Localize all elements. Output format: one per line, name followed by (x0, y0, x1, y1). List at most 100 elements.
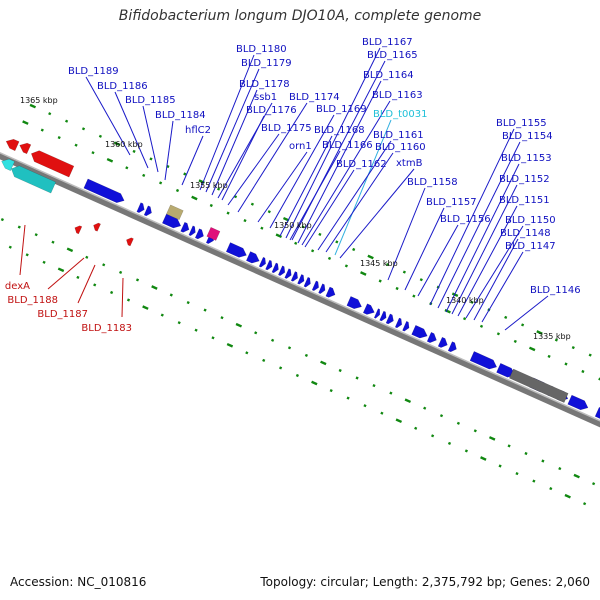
reverse-gene-arrow[interactable] (74, 225, 83, 235)
forward-gene-arrow[interactable] (180, 221, 190, 233)
forward-gene-arrow[interactable] (447, 341, 457, 353)
gene-label[interactable]: orn1 (289, 141, 312, 152)
forward-gene-arrow[interactable] (290, 271, 298, 282)
gene-label[interactable]: BLD_1146 (530, 285, 581, 296)
gene-label[interactable]: BLD_1157 (426, 197, 477, 208)
gene-label[interactable]: BLD_1187 (37, 309, 88, 320)
forward-gene-arrow[interactable] (245, 251, 260, 264)
gene-label[interactable]: BLD_1162 (336, 159, 387, 170)
forward-gene-arrow[interactable] (284, 268, 292, 279)
reverse-gene-arrow[interactable] (93, 222, 101, 232)
forward-gene-arrow[interactable] (277, 265, 286, 276)
reverse-gene-arrow[interactable] (19, 142, 32, 155)
gene-labels[interactable]: BLD_1189 BLD_1186 BLD_1185 BLD_1184 hflC2 BLD… (5, 37, 581, 334)
gene-label[interactable]: BLD_1153 (501, 153, 552, 164)
gene-label[interactable]: BLD_1165 (367, 50, 418, 61)
gene-label[interactable]: BLD_1148 (500, 228, 551, 239)
gene-label[interactable]: BLD_1164 (363, 70, 414, 81)
forward-gene-arrow[interactable] (346, 296, 362, 310)
gene-label[interactable]: BLD_1147 (505, 241, 556, 252)
rrna-arrow[interactable] (10, 165, 57, 194)
gene-label[interactable]: BLD_1185 (125, 95, 176, 106)
kbp-tick-label: 1355 kbp (190, 181, 228, 190)
tick-dot (496, 332, 500, 336)
tick-dot (372, 384, 376, 388)
misc-feature-box[interactable] (206, 226, 221, 241)
gene-label[interactable]: BLD_1176 (246, 105, 297, 116)
gene-label[interactable]: BLD_1180 (236, 44, 287, 55)
forward-gene-arrow[interactable] (373, 308, 381, 319)
gene-label[interactable]: BLD_1178 (239, 79, 290, 90)
gene-label[interactable]: BLD_1152 (499, 174, 550, 185)
gene-label[interactable]: BLD_1155 (496, 118, 547, 129)
forward-gene-arrow[interactable] (567, 394, 589, 411)
gene-label[interactable]: BLD_1188 (7, 295, 58, 306)
forward-gene-arrow[interactable] (311, 280, 319, 292)
forward-gene-arrow[interactable] (136, 202, 145, 213)
tick-dot (344, 264, 348, 268)
tick-dot (404, 398, 412, 404)
gene-label[interactable]: BLD_1160 (375, 142, 426, 153)
forward-gene-arrow[interactable] (83, 178, 125, 203)
gene-label[interactable]: BLD_1184 (155, 110, 206, 121)
gene-label[interactable]: BLD_1158 (407, 177, 458, 188)
gene-label[interactable]: BLD_1183 (81, 323, 132, 334)
forward-gene-arrow[interactable] (297, 274, 305, 285)
forward-gene-arrow[interactable] (225, 242, 247, 258)
reverse-gene-arrow[interactable] (5, 138, 20, 152)
gene-label[interactable]: BLD_1151 (499, 195, 550, 206)
forward-gene-arrow[interactable] (594, 406, 600, 434)
tick-dot (447, 441, 452, 445)
gene-label[interactable]: BLD_1175 (261, 123, 312, 134)
gene-label[interactable]: dexA (5, 281, 30, 292)
forward-gene-arrow[interactable] (143, 205, 152, 217)
gene-label[interactable]: BLD_1167 (362, 37, 413, 48)
gene-label[interactable]: BLD_1150 (505, 215, 556, 226)
forward-gene-arrow[interactable] (325, 286, 336, 298)
gene-label[interactable]: BLD_1186 (97, 81, 148, 92)
tick-dot (243, 219, 247, 223)
forward-gene-arrow[interactable] (379, 310, 387, 322)
forward-gene-arrow[interactable] (161, 213, 182, 229)
gene-label[interactable]: BLD_1163 (372, 90, 423, 101)
gene-label[interactable]: BLD_1166 (322, 140, 373, 151)
gene-label[interactable]: xtmB (396, 158, 423, 169)
leader-line (325, 152, 394, 253)
gene-label[interactable]: BLD_t0031 (373, 109, 428, 120)
rrna-arrow[interactable] (1, 158, 15, 172)
pseudogene-box[interactable] (166, 204, 184, 221)
forward-gene-arrow[interactable] (194, 228, 204, 240)
forward-gene-arrow[interactable] (402, 320, 410, 332)
gene-label[interactable]: BLD_1168 (314, 125, 365, 136)
gene-label[interactable]: BLD_1189 (68, 66, 119, 77)
tick-dot (211, 336, 215, 340)
forward-gene-arrow[interactable] (303, 276, 311, 288)
gene-label[interactable]: BLD_1161 (373, 130, 424, 141)
tick-dot (524, 451, 528, 456)
forward-gene-arrow[interactable] (362, 303, 375, 315)
gene-label[interactable]: hflC2 (185, 125, 211, 136)
forward-gene-arrow[interactable] (385, 313, 394, 325)
forward-gene-arrow[interactable] (426, 331, 437, 343)
reverse-gene-arrow[interactable] (126, 237, 134, 247)
gene-label[interactable]: BLD_1154 (502, 131, 553, 142)
gene-label[interactable]: ssb1 (254, 92, 277, 103)
forward-gene-arrow[interactable] (271, 262, 279, 274)
forward-gene-arrow[interactable] (437, 336, 448, 348)
gene-label[interactable]: BLD_1156 (440, 214, 491, 225)
gene-label[interactable]: BLD_1179 (241, 58, 292, 69)
forward-gene-arrow[interactable] (188, 225, 196, 237)
gene-features[interactable] (1, 138, 600, 434)
forward-gene-arrow[interactable] (318, 283, 326, 294)
gene-label[interactable]: BLD_1169 (316, 104, 367, 115)
forward-gene-arrow[interactable] (265, 259, 273, 271)
forward-gene-arrow[interactable] (258, 256, 266, 268)
forward-gene-arrow[interactable] (411, 324, 428, 339)
gene-label[interactable]: BLD_1174 (289, 92, 340, 103)
forward-gene-arrow[interactable] (394, 317, 403, 329)
tick-dot (142, 173, 146, 177)
gap-feature-box[interactable] (508, 368, 569, 403)
reverse-gene-arrow[interactable] (30, 150, 75, 178)
forward-gene-arrow[interactable] (469, 351, 498, 370)
